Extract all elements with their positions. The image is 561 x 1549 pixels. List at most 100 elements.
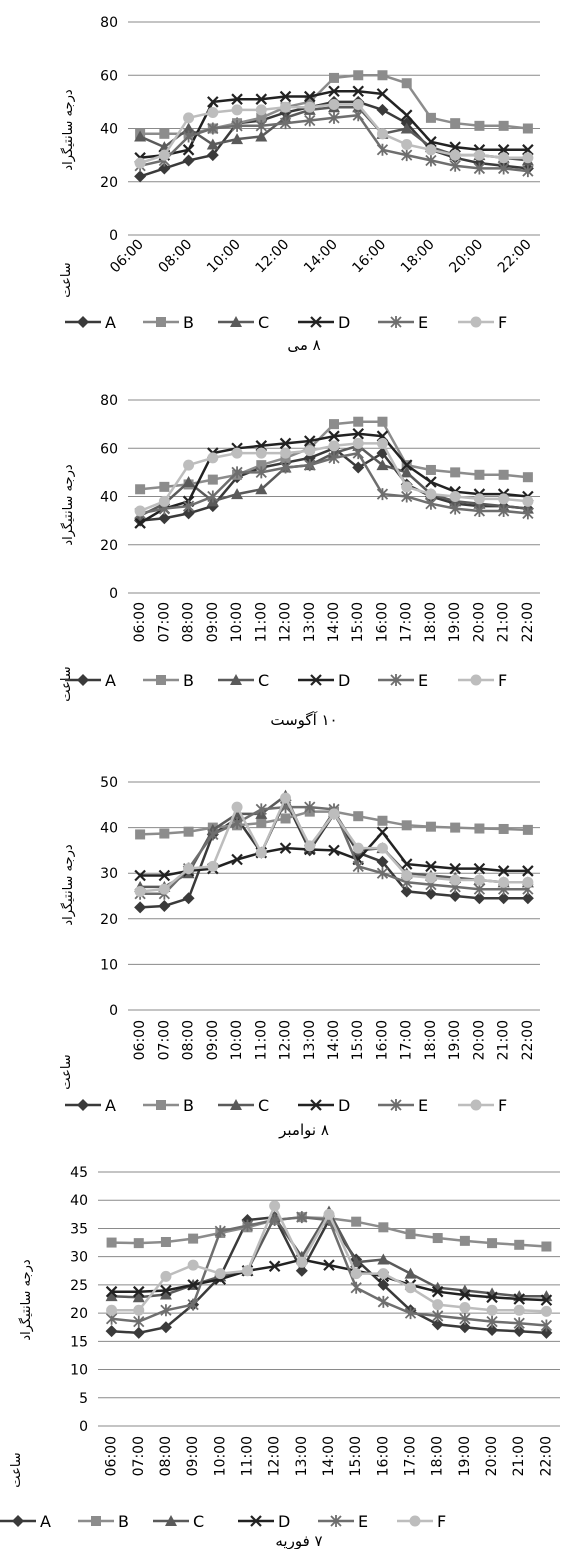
point-f-marker xyxy=(376,842,388,854)
legend-label-c: C xyxy=(258,671,269,690)
x-tick-label: 10:00 xyxy=(229,602,245,642)
point-a-marker xyxy=(158,162,171,175)
x-tick-label: 08:00 xyxy=(181,1020,197,1060)
y-tick-label: 40 xyxy=(100,122,118,138)
x-tick-label: 11:00 xyxy=(253,602,269,642)
point-e-marker xyxy=(376,867,389,880)
point-e-marker xyxy=(255,803,267,816)
point-f-marker xyxy=(376,128,388,140)
point-a-marker xyxy=(513,1325,526,1338)
point-f-marker xyxy=(352,842,364,854)
y-tick-label: 45 xyxy=(70,1165,88,1181)
legend-b-marker xyxy=(156,317,166,327)
point-f-marker xyxy=(134,505,146,517)
point-c-marker xyxy=(159,1288,172,1300)
point-f-marker xyxy=(106,1304,118,1316)
y-tick-label: 40 xyxy=(100,490,118,506)
x-tick-label: 22:00 xyxy=(495,237,535,277)
x-tick-label: 19:00 xyxy=(447,602,463,642)
point-a-marker xyxy=(424,887,437,900)
point-d-marker xyxy=(376,826,389,838)
point-e-marker xyxy=(207,490,219,503)
y-tick-label: 80 xyxy=(100,15,118,31)
point-a-marker xyxy=(352,461,365,474)
point-d-marker xyxy=(376,88,389,100)
legend-a-marker xyxy=(77,674,89,686)
point-d-marker xyxy=(303,90,316,103)
point-e-marker xyxy=(352,447,364,460)
point-e-marker xyxy=(376,143,389,156)
point-d-marker xyxy=(328,85,340,98)
point-e-marker xyxy=(350,1281,362,1294)
series-e xyxy=(134,447,534,520)
legend-b-marker xyxy=(156,675,166,685)
point-d-marker xyxy=(522,865,534,877)
point-a-marker xyxy=(182,892,195,905)
x-tick-label: 08:00 xyxy=(158,1436,174,1476)
x-tick-label: 09:00 xyxy=(205,602,221,642)
point-e-marker xyxy=(231,817,243,830)
point-c-marker xyxy=(182,122,195,134)
point-e-marker xyxy=(432,1309,444,1322)
y-tick-label: 0 xyxy=(109,586,118,602)
legend-label-f: F xyxy=(498,671,507,690)
point-d-marker xyxy=(400,109,413,121)
legend-f-marker xyxy=(470,674,482,686)
legend-c-marker xyxy=(230,316,242,327)
point-b-marker xyxy=(405,1229,416,1240)
point-b-marker xyxy=(256,112,267,123)
point-c-marker xyxy=(206,138,219,150)
series-e xyxy=(105,1211,553,1332)
chart-10-august: 0 20 40 60 80 06:00 07:00 08:00 09:00 10:00 11:00 1… xyxy=(59,393,540,729)
chart-title: ۸ می xyxy=(287,336,320,354)
x-axis-label: ساعت xyxy=(59,1054,74,1089)
series-d xyxy=(134,826,534,882)
point-e-marker xyxy=(473,162,486,175)
x-tick-label: 11:00 xyxy=(253,1020,269,1060)
point-f-marker xyxy=(158,883,170,895)
legend-e-marker xyxy=(390,1099,402,1111)
point-f-marker xyxy=(498,152,510,164)
point-e-marker xyxy=(377,1295,389,1308)
point-c-marker xyxy=(400,466,413,478)
x-tick-label: 06:00 xyxy=(132,602,148,642)
point-f-marker xyxy=(304,840,316,852)
chart-title: ۷ فوریه xyxy=(275,1532,322,1549)
point-d-marker xyxy=(328,430,340,442)
legend-b-marker xyxy=(91,1516,101,1526)
x-tick-label: 07:00 xyxy=(156,602,172,642)
point-f-marker xyxy=(473,874,485,886)
point-f-marker xyxy=(134,885,146,897)
point-b-marker xyxy=(474,823,485,834)
y-tick-label: 10 xyxy=(70,1363,88,1379)
point-e-marker xyxy=(182,500,195,513)
x-tick-label: 16:00 xyxy=(375,1436,391,1476)
x-tick-label: 18:00 xyxy=(430,1436,446,1476)
point-f-marker xyxy=(425,488,437,500)
point-b-marker xyxy=(498,823,509,834)
x-tick-label: 20:00 xyxy=(446,237,486,277)
point-b-marker xyxy=(135,484,146,495)
point-b-marker xyxy=(474,469,485,480)
legend-c-marker xyxy=(230,674,242,685)
point-f-marker xyxy=(401,869,413,881)
point-b-marker xyxy=(377,70,388,81)
point-f-marker xyxy=(473,149,485,161)
legend: A B C D E F xyxy=(65,313,507,332)
point-e-marker xyxy=(133,1315,145,1328)
point-e-marker xyxy=(404,1307,417,1320)
x-tick-label: 15:00 xyxy=(348,1436,364,1476)
x-tick-label: 06:00 xyxy=(104,1436,120,1476)
x-tick-label: 22:00 xyxy=(520,602,536,642)
y-tick-label: 20 xyxy=(100,912,118,928)
point-f-marker xyxy=(449,874,461,886)
x-tick-label: 12:00 xyxy=(278,602,294,642)
point-c-marker xyxy=(404,1267,417,1279)
point-d-marker xyxy=(352,427,365,440)
point-a-marker xyxy=(497,892,510,905)
point-f-marker xyxy=(513,1304,525,1316)
point-f-marker xyxy=(459,1301,471,1313)
point-f-marker xyxy=(522,876,534,888)
x-axis-label: ساعت xyxy=(9,1452,24,1487)
point-d-marker xyxy=(497,144,510,156)
